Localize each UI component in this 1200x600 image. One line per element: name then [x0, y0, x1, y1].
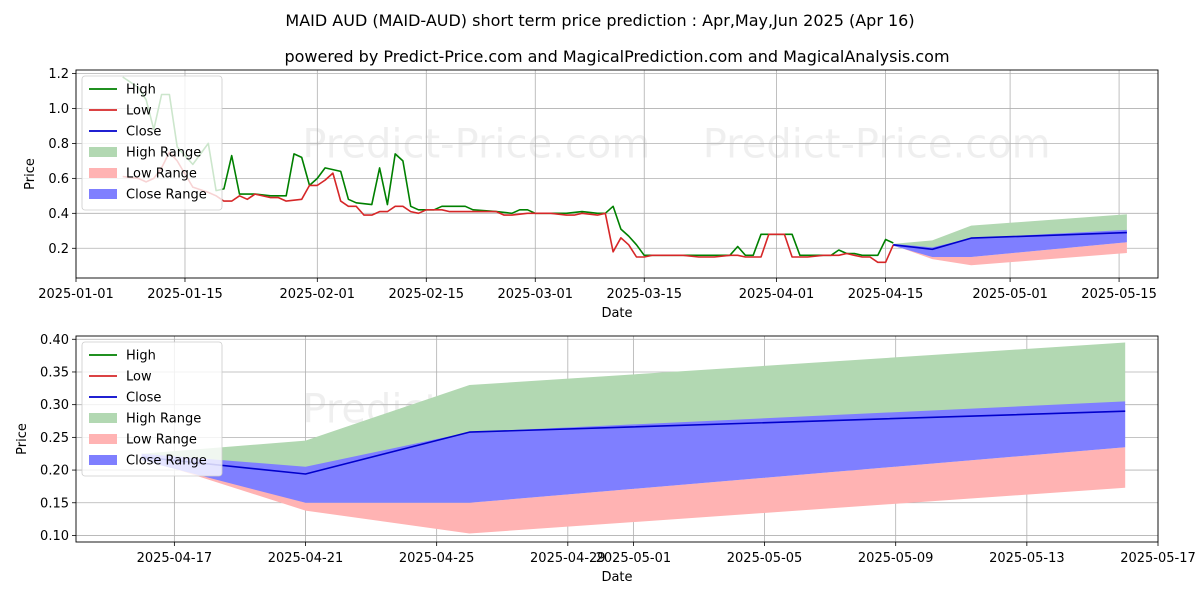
x-tick-label: 2025-04-15 [848, 287, 924, 302]
x-tick-label: 2025-05-17 [1120, 551, 1196, 566]
x-tick-label: 2025-05-01 [596, 551, 672, 566]
x-tick-label: 2025-05-01 [972, 287, 1048, 302]
legend-label: High [126, 83, 156, 98]
watermark-text: Predict-Price.com [703, 121, 1051, 167]
close-range-band [893, 229, 1127, 257]
x-tick-label: 2025-05-09 [858, 551, 934, 566]
legend-swatch-patch [89, 147, 117, 157]
legend-label: Close Range [126, 454, 207, 469]
x-tick-label: 2025-01-15 [147, 287, 223, 302]
close-series-line [141, 410, 1126, 475]
x-tick-label: 2025-04-29 [530, 551, 606, 566]
x-tick-label: 2025-02-15 [389, 287, 465, 302]
x-tick-label: 2025-05-15 [1081, 287, 1157, 302]
y-tick-label: 0.30 [40, 398, 69, 413]
legend-swatch-patch [89, 168, 117, 178]
plot-frame [75, 335, 1159, 543]
x-axis-label: Date [601, 570, 632, 585]
x-tick-label: 2025-04-01 [739, 287, 815, 302]
y-tick-label: 0.8 [48, 137, 69, 152]
close-range-band [141, 401, 1126, 503]
close-series-line [893, 231, 1127, 251]
low-series-line [122, 151, 895, 264]
legend-swatch-patch [89, 189, 117, 199]
y-tick-label: 0.4 [48, 207, 69, 222]
y-tick-label: 1.0 [48, 102, 69, 117]
legend-label: Low [126, 104, 152, 119]
legend-label: High Range [126, 412, 201, 427]
plot-frame [75, 69, 1159, 279]
x-tick-label: 2025-03-01 [497, 287, 573, 302]
y-tick-label: 0.25 [40, 431, 69, 446]
legend-label: High Range [126, 146, 201, 161]
chart-title: MAID AUD (MAID-AUD) short term price pre… [285, 11, 914, 30]
y-axis-label: Price [15, 423, 30, 455]
x-tick-label: 2025-05-13 [989, 551, 1065, 566]
legend-label: Low [126, 370, 152, 385]
legend-label: High [126, 349, 156, 364]
legend-swatch-patch [89, 413, 117, 423]
legend-swatch-patch [89, 455, 117, 465]
y-tick-label: 0.6 [48, 172, 69, 187]
y-tick-label: 0.2 [48, 242, 69, 257]
legend-label: Low Range [126, 167, 197, 182]
low-range-band [141, 447, 1126, 534]
y-tick-label: 0.15 [40, 496, 69, 511]
x-tick-label: 2025-03-15 [606, 287, 682, 302]
y-axis-label: Price [23, 158, 38, 190]
legend-label: Low Range [126, 433, 197, 448]
x-tick-label: 2025-02-01 [280, 287, 356, 302]
low-range-band [893, 242, 1127, 266]
bottom-chart-panel: Predict-Price.comPredict-Price.com2025-0… [15, 333, 1196, 585]
x-tick-label: 2025-04-17 [137, 551, 213, 566]
legend-label: Close [126, 125, 161, 140]
y-tick-label: 1.2 [48, 67, 69, 82]
x-tick-label: 2025-04-21 [268, 551, 344, 566]
y-tick-label: 0.35 [40, 365, 69, 380]
x-tick-label: 2025-01-01 [38, 287, 114, 302]
y-tick-label: 0.10 [40, 529, 69, 544]
legend-swatch-patch [89, 434, 117, 444]
y-tick-label: 0.40 [40, 333, 69, 348]
chart-subtitle: powered by Predict-Price.com and Magical… [284, 47, 949, 66]
legend-label: Close [126, 391, 161, 406]
y-tick-label: 0.20 [40, 464, 69, 479]
x-tick-label: 2025-05-05 [727, 551, 803, 566]
top-chart-panel: Predict-Price.com Predict-Price.com 2025-0… [23, 67, 1159, 321]
legend-label: Close Range [126, 188, 207, 203]
x-axis-label: Date [601, 306, 632, 321]
watermark-text: Predict-Price.com [302, 121, 650, 167]
x-tick-label: 2025-04-25 [399, 551, 475, 566]
